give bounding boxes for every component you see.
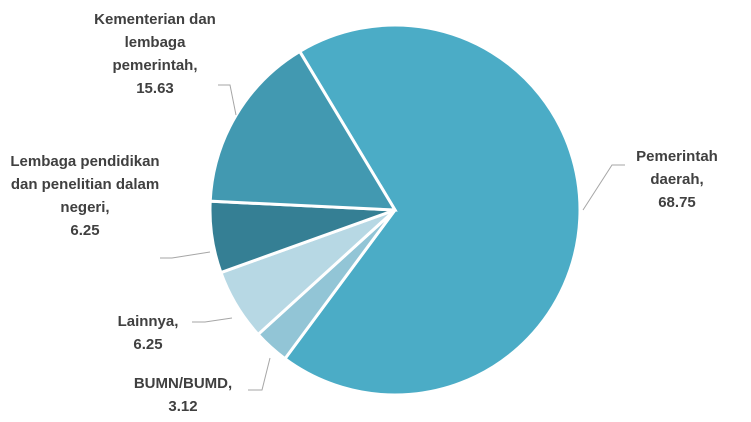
leader-line: [248, 357, 271, 391]
leader-line: [218, 84, 237, 116]
value-label: 15.63: [136, 80, 174, 97]
slice-label: Pemerintah daerah, 68.75: [622, 145, 732, 214]
value-label: 6.25: [133, 336, 163, 353]
value-label: 6.25: [70, 222, 100, 239]
leader-line: [582, 164, 625, 211]
category-label: Kementerian dan lembaga pemerintah,: [94, 11, 216, 74]
slice-label: Lainnya, 6.25: [98, 310, 198, 356]
value-label: 3.12: [168, 398, 198, 415]
leader-line: [160, 251, 211, 259]
category-label: BUMN/BUMD,: [133, 375, 233, 392]
slice-label: Kementerian dan lembaga pemerintah, 15.63: [80, 8, 230, 100]
pie-slice: [282, 23, 582, 397]
slice-label: Lembaga pendidikan dan penelitian dalam …: [0, 150, 170, 242]
category-label: Lembaga pendidikan dan penelitian dalam …: [10, 153, 160, 216]
category-label: Lainnya,: [117, 313, 179, 330]
leader-line: [192, 317, 233, 323]
slice-label: BUMN/BUMD, 3.12: [108, 372, 258, 418]
pie-slice: [208, 49, 398, 212]
category-label: Pemerintah daerah,: [636, 148, 718, 188]
value-label: 68.75: [658, 194, 696, 211]
